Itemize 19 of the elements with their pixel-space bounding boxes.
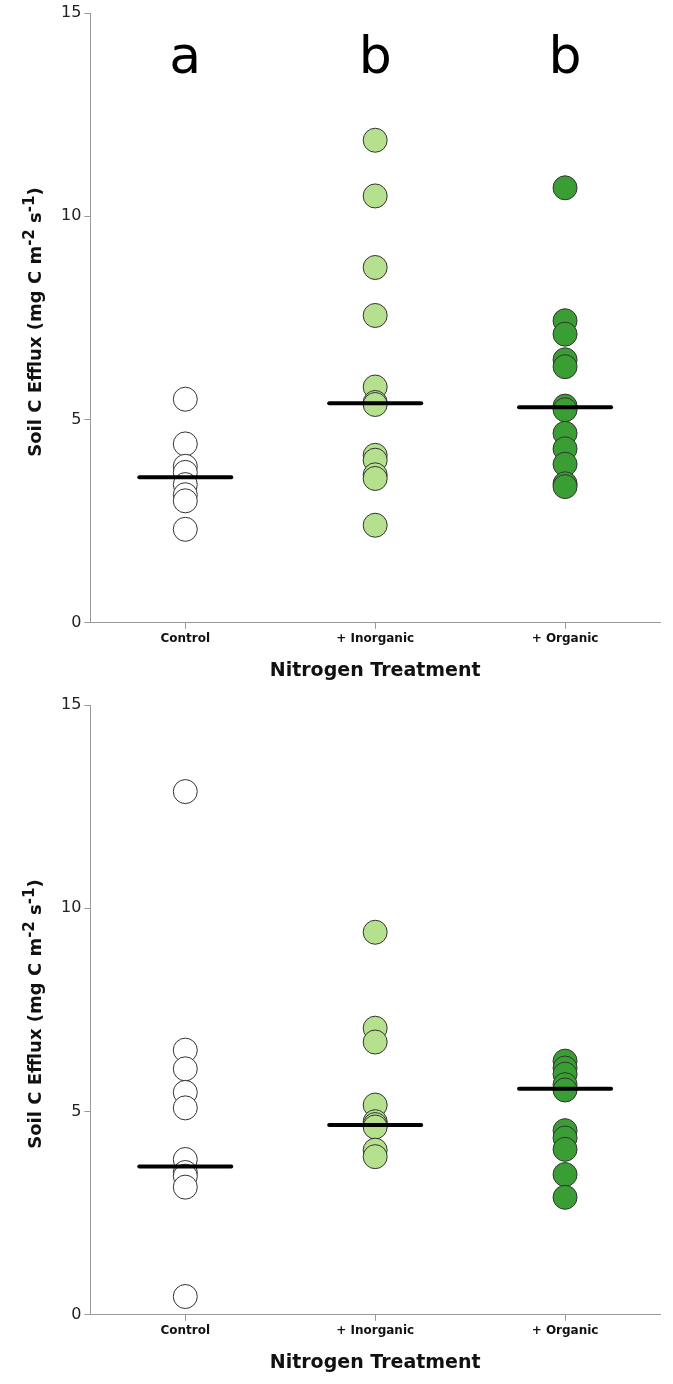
x-tick-label: Control (160, 1323, 211, 1338)
y-tick-label: 0 (71, 611, 82, 631)
x-tick-label: + Organic (531, 1323, 599, 1338)
x-tick-label: Control (160, 631, 211, 646)
y-tick-label: 5 (71, 408, 82, 428)
y-tick-label: 10 (61, 205, 82, 225)
annotation: a (169, 24, 202, 85)
y-tick-label: 5 (71, 1100, 82, 1120)
x-axis-title: Nitrogen Treatment (269, 657, 481, 680)
annotation: b (358, 24, 392, 85)
x-axis-title: Nitrogen Treatment (269, 1349, 481, 1372)
y-tick-label: 0 (71, 1303, 82, 1323)
annotation: b (548, 24, 582, 85)
x-tick-label: + Organic (531, 631, 599, 646)
x-tick-label: + Inorganic (336, 631, 415, 646)
y-tick-label: 10 (61, 897, 82, 917)
x-tick-label: + Inorganic (336, 1323, 415, 1338)
y-tick-label: 15 (61, 2, 82, 22)
y-tick-label: 15 (61, 694, 82, 714)
